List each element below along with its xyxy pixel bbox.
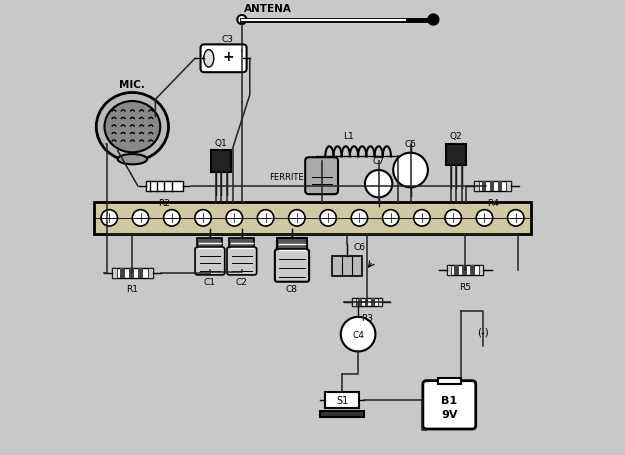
Text: C3: C3 [221,35,233,44]
Circle shape [414,210,430,227]
Circle shape [164,210,180,227]
Ellipse shape [118,155,147,165]
Text: R2: R2 [158,198,170,207]
Bar [112,268,117,278]
Text: +: + [222,50,234,64]
Bar [229,239,254,251]
Text: R4: R4 [487,198,499,207]
Bar [112,268,153,278]
Circle shape [393,153,428,188]
Bar [358,298,362,307]
FancyBboxPatch shape [195,248,225,275]
Bar [482,182,486,192]
Bar [447,266,484,276]
Circle shape [508,210,524,227]
FancyBboxPatch shape [275,250,309,282]
Bar [148,268,153,278]
Bar [94,202,531,234]
Bar [438,379,461,384]
FancyBboxPatch shape [227,248,257,275]
Bar [446,144,466,166]
Text: Q1: Q1 [215,139,227,148]
Bar [211,151,231,173]
Circle shape [258,210,274,227]
Text: C4: C4 [352,330,364,339]
Bar [474,182,511,192]
Circle shape [351,210,368,227]
Circle shape [476,210,492,227]
Text: C8: C8 [286,284,298,293]
Bar [277,239,307,253]
Bar [129,268,134,278]
Text: S1: S1 [336,395,348,405]
Text: C7: C7 [372,157,384,166]
Circle shape [195,210,211,227]
Text: FERRITE: FERRITE [269,173,303,182]
Bar [454,266,459,276]
Text: C5: C5 [404,140,416,149]
Text: R3: R3 [361,313,373,323]
Bar [365,298,368,307]
Text: (-): (-) [478,327,489,337]
Ellipse shape [104,102,160,153]
Circle shape [289,210,305,227]
FancyBboxPatch shape [201,46,247,73]
FancyBboxPatch shape [305,158,338,195]
Text: ANTENA: ANTENA [244,4,292,14]
Circle shape [341,317,376,352]
Bar [332,256,361,277]
Bar [490,182,494,192]
Bar [471,266,475,276]
FancyBboxPatch shape [423,381,476,429]
Text: B1: B1 [441,395,458,405]
Text: C2: C2 [236,278,248,287]
Text: 9V: 9V [441,409,458,419]
Circle shape [132,210,149,227]
Circle shape [226,210,242,227]
Bar [371,298,375,307]
Bar [506,182,511,192]
Circle shape [445,210,461,227]
Ellipse shape [96,93,169,162]
Bar [379,298,382,307]
Bar [447,266,451,276]
Bar [498,182,502,192]
Bar [352,298,382,307]
Ellipse shape [204,51,214,68]
Circle shape [320,210,336,227]
Text: Q2: Q2 [450,132,462,141]
Circle shape [238,16,246,25]
Bar [352,298,356,307]
Circle shape [382,210,399,227]
Text: MIC.: MIC. [119,80,146,90]
Bar [146,182,182,192]
Bar [198,239,222,251]
Bar [325,392,359,409]
Text: L1: L1 [344,132,354,141]
Bar [138,268,143,278]
Text: R1: R1 [126,285,138,294]
Text: C1: C1 [204,278,216,287]
Bar [321,411,364,418]
Circle shape [428,15,439,26]
Text: R5: R5 [459,283,471,292]
Bar [479,266,484,276]
Text: C6: C6 [354,243,366,251]
Circle shape [101,210,118,227]
Circle shape [365,171,392,198]
Bar [462,266,467,276]
Bar [120,268,125,278]
Bar [474,182,479,192]
